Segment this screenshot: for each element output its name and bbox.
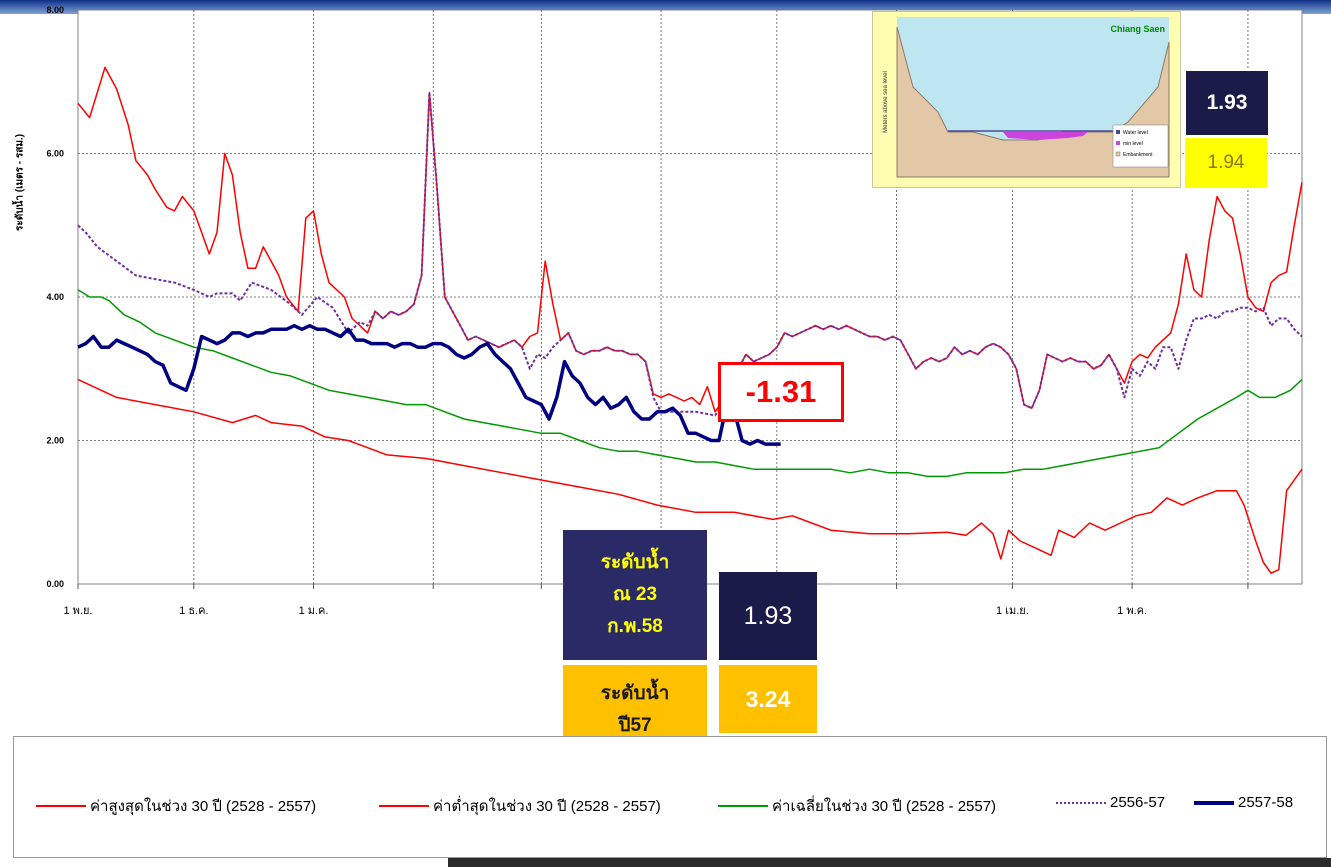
legend-item-avg: ค่าเฉลี่ยในช่วง 30 ปี (2528 - 2557) [718, 794, 996, 818]
inset-legend-water: Water level [1123, 130, 1148, 136]
inset-legend-water-swatch [1116, 130, 1120, 134]
current-level-label: ระดับน้ำ ณ 23 ก.พ.58 [563, 530, 707, 660]
current-level-label-line3: ก.พ.58 [607, 616, 663, 638]
legend-item-min: ค่าต่ำสุดในช่วง 30 ปี (2528 - 2557) [379, 794, 661, 818]
current-level-label-line2: ณ 23 [612, 583, 658, 605]
legend-swatch-2556 [1056, 801, 1106, 804]
lastyear-level-label-line2: ปี57 [618, 715, 652, 736]
x-tick-label: 1 พ.ย. [64, 605, 93, 617]
legend-swatch-max [36, 805, 86, 807]
top-current-value: 1.93 [1185, 70, 1269, 136]
current-level-label-line1: ระดับน้ำ [600, 551, 670, 573]
series-2557-58-line [77, 323, 781, 446]
inset-legend-emb: Embankment [1123, 152, 1153, 158]
legend-label-2556: 2556-57 [1110, 794, 1166, 811]
inset-legend-min: min level [1123, 141, 1143, 147]
bottom-bar [448, 858, 1331, 867]
cross-section-graphic: Chiang Saen Meters above sea level Water… [883, 17, 1170, 178]
legend-swatch-min [379, 805, 429, 807]
y-tick-label: 8.00 [46, 5, 64, 15]
y-tick-label: 6.00 [46, 149, 64, 159]
y-tick-label: 2.00 [46, 436, 64, 446]
series-2556-57-line [77, 91, 1303, 417]
x-tick-label: 1 พ.ค. [1117, 605, 1147, 617]
legend-item-2557: 2557-58 [1194, 794, 1293, 811]
legend-swatch-2557 [1194, 800, 1234, 805]
inset-legend [1112, 124, 1169, 168]
legend-label-2557: 2557-58 [1238, 794, 1294, 811]
chart-legend: ค่าสูงสุดในช่วง 30 ปี (2528 - 2557) ค่าต… [13, 736, 1327, 858]
y-tick-label: 4.00 [46, 292, 64, 302]
top-lastyear-value: 1.94 [1185, 138, 1267, 188]
legend-label-min: ค่าต่ำสุดในช่วง 30 ปี (2528 - 2557) [433, 798, 661, 815]
inset-legend-min-swatch [1116, 141, 1120, 145]
legend-label-max: ค่าสูงสุดในช่วง 30 ปี (2528 - 2557) [90, 798, 317, 815]
legend-swatch-avg [718, 805, 768, 807]
legend-item-max: ค่าสูงสุดในช่วง 30 ปี (2528 - 2557) [36, 794, 316, 818]
x-tick-label: 1 เม.ย. [996, 605, 1029, 617]
legend-item-2556: 2556-57 [1056, 794, 1165, 811]
y-axis-title: ระดับน้ำ (เมตร - รสม.) [14, 133, 26, 232]
min-series-line [77, 378, 1303, 574]
current-level-value: 1.93 [719, 572, 817, 660]
level-difference-box: -1.31 [718, 362, 844, 422]
average-series-line [77, 289, 1303, 478]
lastyear-level-value: 3.24 [719, 665, 817, 733]
legend-label-avg: ค่าเฉลี่ยในช่วง 30 ปี (2528 - 2557) [772, 798, 997, 815]
inset-title: Chiang Saen [1110, 24, 1165, 34]
inset-legend-emb-swatch [1115, 151, 1121, 157]
inset-water [1003, 132, 1088, 140]
y-tick-label: 0.00 [46, 579, 64, 589]
x-tick-label: 1 ธ.ค. [179, 605, 208, 617]
cross-section-inset: Chiang Saen Meters above sea level Water… [872, 11, 1181, 188]
x-tick-label: 1 ม.ค. [299, 605, 329, 617]
inset-ylabel: Meters above sea level [883, 71, 889, 133]
lastyear-level-label-line1: ระดับน้ำ [600, 682, 670, 704]
